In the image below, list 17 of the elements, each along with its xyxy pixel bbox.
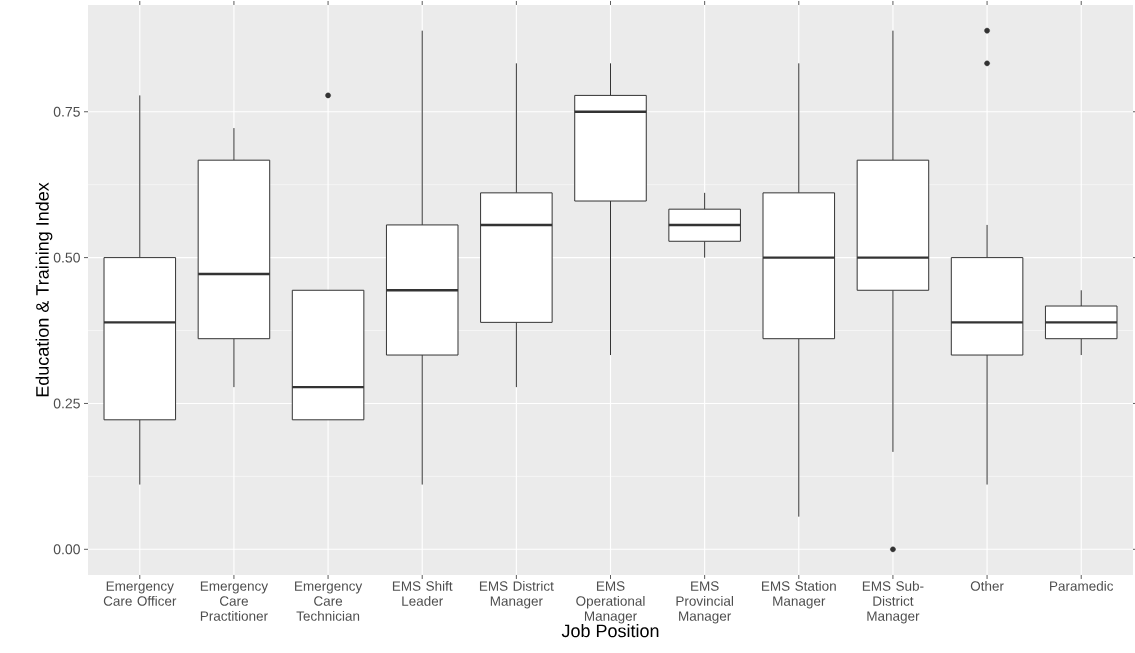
x-tick-label: EMS Provincial Manager xyxy=(676,581,733,624)
y-axis-title: Education & Training Index xyxy=(35,182,53,397)
y-tick-label: 0.50 xyxy=(53,252,80,263)
x-tick-label: EMS Operational Manager xyxy=(576,581,645,624)
y-tick-label: 0.00 xyxy=(53,544,80,555)
x-tick-label: Other xyxy=(970,580,1004,591)
x-tick-label: Emergency Care Officer xyxy=(103,581,177,606)
x-axis-title: Job Position xyxy=(561,624,659,638)
x-tick-label: EMS Sub-District Manager xyxy=(862,580,924,624)
x-tick-label: Emergency Care Technician xyxy=(295,581,363,621)
y-tick-label: 0.75 xyxy=(53,106,80,117)
x-tick-label: Paramedic xyxy=(1050,580,1114,591)
x-tick-label: EMS Shift Leader xyxy=(392,580,453,606)
x-tick-label: Emergency Care Practitioner xyxy=(200,581,269,621)
y-tick-label: 0.25 xyxy=(53,398,80,409)
x-tick-label: EMS District Manager xyxy=(479,580,554,609)
x-tick-label: EMS Station Manager xyxy=(762,580,836,609)
